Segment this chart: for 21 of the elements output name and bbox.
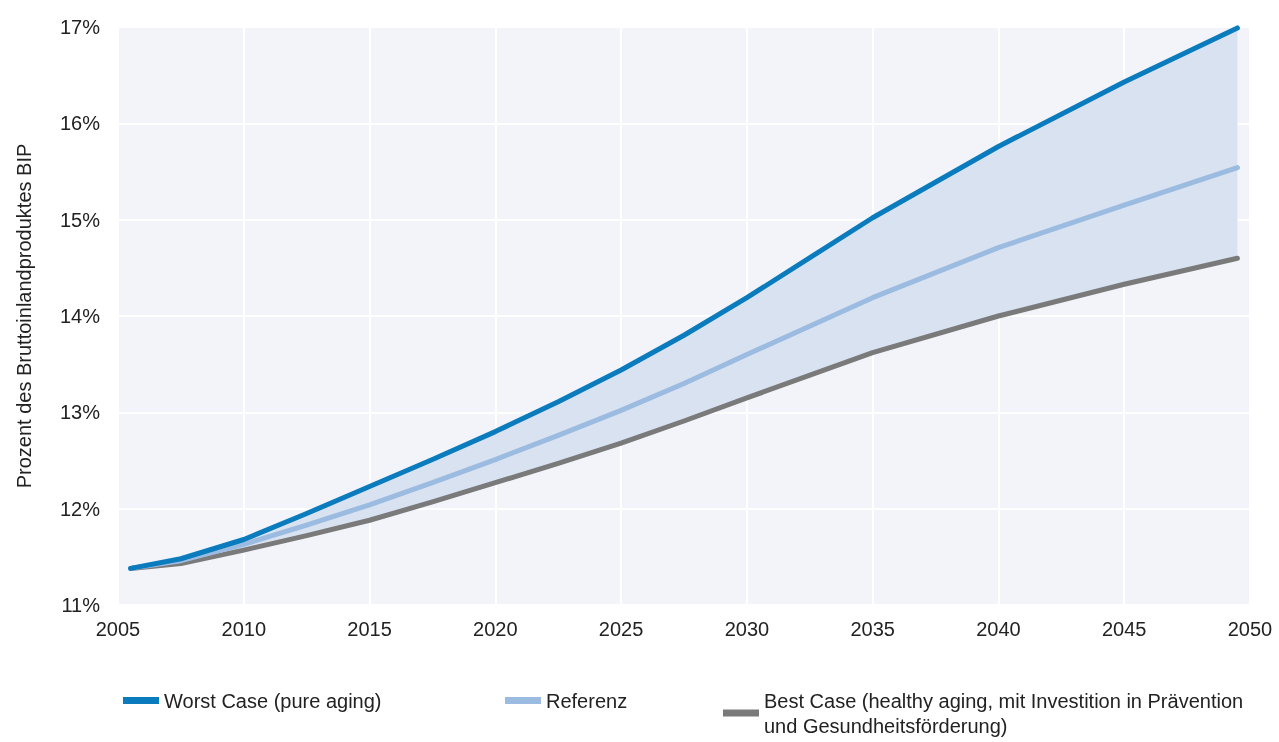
legend-label: Best Case (healthy aging, mit Investition in Prävention und Gesundheitsförderung)	[764, 689, 1249, 737]
y-tick-label: 16%	[59, 112, 101, 135]
y-tick-label: 14%	[59, 305, 101, 327]
y-tick-label: 13%	[59, 401, 101, 424]
y-tick-label: 17%	[59, 16, 101, 38]
x-tick-label: 2010	[221, 618, 267, 640]
y-tick-label: 11%	[61, 594, 101, 616]
x-tick-label: 2005	[95, 618, 141, 640]
x-tick-label: 2030	[724, 618, 770, 640]
x-tick-label: 2025	[598, 618, 644, 640]
y-tick-label: 12%	[59, 497, 101, 520]
y-axis-title: Prozent des Bruttoinlandproduktes BIP	[13, 143, 35, 489]
legend-label: Worst Case (pure aging)	[164, 689, 382, 712]
legend-label: Referenz	[546, 689, 628, 712]
x-tick-label: 2050	[1227, 618, 1273, 640]
x-tick-label: 2015	[347, 618, 392, 640]
y-tick-label: 15%	[59, 208, 101, 231]
x-tick-label: 2040	[976, 618, 1021, 640]
x-tick-label: 2045	[1101, 618, 1147, 640]
x-tick-label: 2020	[473, 618, 518, 640]
x-tick-label: 2035	[850, 618, 895, 640]
